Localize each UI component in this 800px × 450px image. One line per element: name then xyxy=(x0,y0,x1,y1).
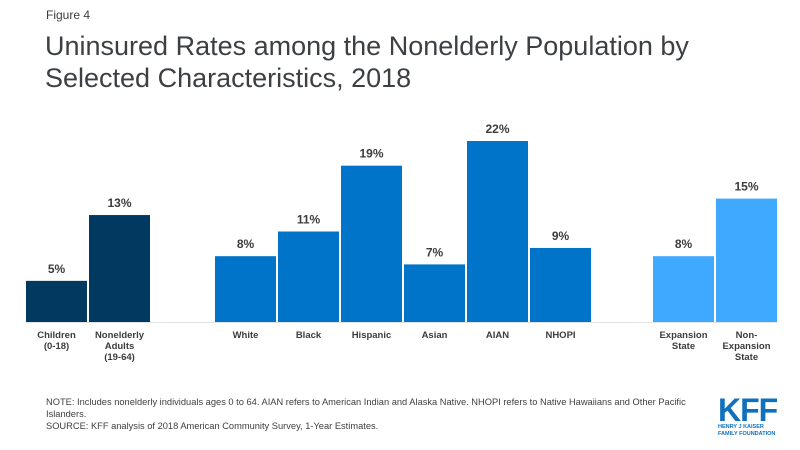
logo-line-2: FAMILY FOUNDATION xyxy=(718,430,776,437)
x-tick-label: Nonelderly Adults (19-64) xyxy=(95,330,145,363)
data-label: 9% xyxy=(552,229,570,243)
bar xyxy=(653,256,714,322)
data-label: 5% xyxy=(48,262,66,276)
x-tick-label: NHOPI xyxy=(545,330,575,341)
figure-label: Figure 4 xyxy=(46,8,91,22)
data-label: 11% xyxy=(297,213,321,227)
note-text: NOTE: Includes nonelderly individuals ag… xyxy=(46,397,686,419)
bar xyxy=(530,247,591,322)
data-label: 7% xyxy=(426,245,444,259)
chart-title: Uninsured Rates among the Nonelderly Pop… xyxy=(45,31,689,93)
logo-line-1: HENRY J KAISER xyxy=(718,424,764,430)
bar xyxy=(26,280,87,322)
data-label: 8% xyxy=(237,237,255,251)
logo-mark: KFF xyxy=(718,392,778,428)
bar xyxy=(215,256,276,322)
data-label: 8% xyxy=(675,237,693,251)
data-label: 19% xyxy=(359,147,383,161)
source-text: SOURCE: KFF analysis of 2018 American Co… xyxy=(46,421,379,431)
x-tick-label: Non-Expansion State xyxy=(722,330,770,363)
x-tick-label: White xyxy=(233,330,259,341)
bar xyxy=(89,215,150,322)
bar xyxy=(716,198,777,322)
x-tick-label: Expansion State xyxy=(659,330,707,352)
bar xyxy=(278,231,339,322)
data-label: 13% xyxy=(107,196,131,210)
footnote: NOTE: Includes nonelderly individuals ag… xyxy=(46,396,686,432)
data-label: 22% xyxy=(485,122,509,136)
x-tick-label: Black xyxy=(296,330,322,341)
x-tick-label: Asian xyxy=(422,330,448,341)
x-tick-label: Hispanic xyxy=(352,330,392,341)
bar xyxy=(404,264,465,322)
bar-chart: 5% Children (0-18) 13% Nonelderly Adults (19-6… xyxy=(26,122,778,363)
kff-logo: KFF HENRY J KAISER FAMILY FOUNDATION xyxy=(718,392,788,437)
bar xyxy=(467,141,528,322)
bar xyxy=(341,165,402,322)
data-label: 15% xyxy=(734,180,758,194)
x-tick-label: Children (0-18) xyxy=(37,330,76,352)
x-tick-label: AIAN xyxy=(486,330,509,341)
